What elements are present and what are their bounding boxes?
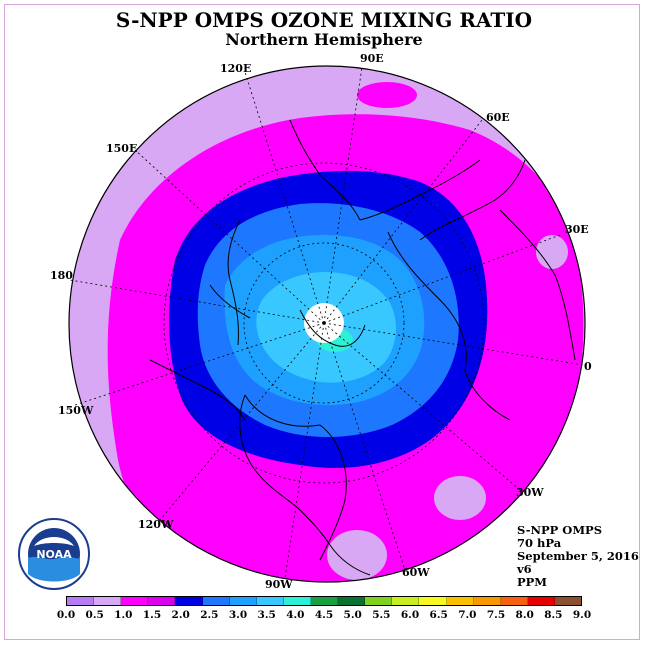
colorbar-tick-label: 5.0 — [343, 609, 362, 621]
product-info: S-NPP OMPS 70 hPa September 5, 2016 v6 P… — [517, 524, 639, 589]
colorbar-segment — [554, 597, 582, 605]
colorbar-segment — [67, 597, 95, 605]
map-title: S-NPP OMPS OZONE MIXING RATIO — [115, 8, 533, 32]
colorbar-tick-label: 0.5 — [85, 609, 104, 621]
lon-label-60w: 60W — [402, 566, 430, 579]
colorbar-tick-label: 3.5 — [257, 609, 276, 621]
colorbar-segment — [283, 597, 311, 605]
colorbar-segment — [527, 597, 555, 605]
lon-label-60e: 60E — [486, 111, 510, 124]
colorbar-tick-label: 2.5 — [200, 609, 219, 621]
coastlines — [149, 119, 576, 576]
colorbar-tick-label: 2.0 — [171, 609, 190, 621]
colorbar-tick-label: 8.5 — [544, 609, 563, 621]
colorbar-segment — [175, 597, 203, 605]
colorbar-tick-label: 6.5 — [429, 609, 448, 621]
colorbar-tick-label: 4.5 — [314, 609, 334, 621]
colorbar-segment — [229, 597, 257, 605]
info-units: PPM — [517, 575, 548, 589]
colorbar-segment — [202, 597, 230, 605]
colorbar-tick-label: 9.0 — [572, 609, 592, 621]
info-instrument: S-NPP OMPS — [517, 523, 603, 537]
colorbar-labels: 0.0 0.5 1.0 1.5 2.0 2.5 3.0 3.5 4.0 4.5 5.0 5.5 6.0 6… — [0, 609, 648, 623]
figure-frame — [4, 4, 640, 640]
noaa-logo: NOAA — [18, 518, 90, 590]
colorbar-tick-label: 8.0 — [515, 609, 534, 621]
region-1-0-south — [140, 500, 460, 582]
colorbar-segment — [365, 597, 393, 605]
lon-label-120e: 120E — [220, 62, 252, 75]
colorbar-tick-label: 3.0 — [228, 609, 248, 621]
lon-label-180: 180 — [50, 269, 73, 282]
region-0-5-patch-south — [434, 476, 486, 520]
region-0-5-patch-north — [357, 82, 417, 108]
info-version: v6 — [517, 562, 532, 576]
colorbar-segment — [310, 597, 339, 605]
colorbar-tick-label: 5.5 — [372, 609, 391, 621]
lon-label-90w: 90W — [265, 578, 293, 591]
colorbar-segment — [392, 597, 420, 605]
colorbar-segment — [500, 597, 528, 605]
colorbar-tick-label: 4.0 — [286, 609, 305, 621]
info-date: September 5, 2016 — [517, 549, 639, 563]
ozone-field — [69, 66, 585, 582]
lon-label-0: 0 — [584, 360, 592, 373]
map-boundary — [68, 65, 586, 583]
noaa-logo-text: NOAA — [36, 548, 72, 561]
colorbar-segment — [121, 597, 149, 605]
colorbar-segment — [338, 597, 366, 605]
colorbar-tick-label: 1.5 — [142, 609, 162, 621]
lon-label-90e: 90E — [360, 52, 384, 65]
map-subtitle: Northern Hemisphere — [225, 30, 423, 49]
region-0-5-patch-sw — [327, 530, 387, 580]
colorbar-segment — [419, 597, 447, 605]
colorbar-tick-label: 1.0 — [114, 609, 133, 621]
info-level: 70 hPa — [517, 536, 562, 550]
lon-label-150w: 150W — [58, 404, 94, 417]
colorbar-segment — [148, 597, 176, 605]
region-0-5-patch-east — [536, 235, 568, 269]
colorbar-segment — [473, 597, 501, 605]
colorbar-tick-label: 6.0 — [400, 609, 420, 621]
lon-label-30e: 30E — [565, 223, 589, 236]
colorbar-tick-label: 0.0 — [56, 609, 76, 621]
colorbar-tick-label: 7.5 — [486, 609, 506, 621]
colorbar — [66, 596, 582, 606]
graticule — [69, 66, 584, 579]
colorbar-segment — [446, 597, 474, 605]
colorbar-segment — [94, 597, 122, 605]
colorbar-segment — [256, 597, 284, 605]
lon-label-150e: 150E — [106, 142, 138, 155]
colorbar-tick-label: 7.0 — [458, 609, 477, 621]
lon-label-30w: 30W — [516, 486, 544, 499]
lon-label-120w: 120W — [138, 518, 174, 531]
